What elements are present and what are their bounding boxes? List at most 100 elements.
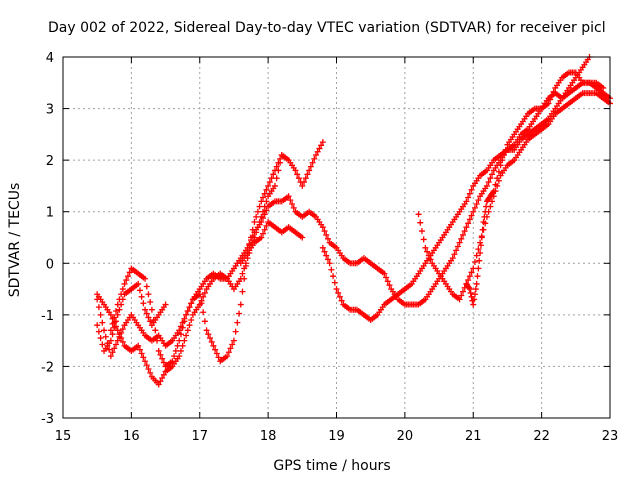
data-point bbox=[119, 286, 126, 293]
data-point bbox=[547, 96, 554, 103]
x-tick-label: 15 bbox=[55, 429, 72, 444]
data-point bbox=[112, 341, 119, 348]
data-point bbox=[157, 378, 164, 385]
data-point bbox=[483, 182, 490, 189]
data-point bbox=[259, 208, 266, 215]
data-point bbox=[145, 366, 152, 373]
data-point bbox=[177, 331, 184, 338]
data-point bbox=[331, 279, 338, 286]
data-point bbox=[473, 280, 480, 287]
data-point bbox=[489, 171, 496, 178]
data-point bbox=[299, 182, 306, 189]
data-point bbox=[468, 269, 475, 276]
data-point bbox=[215, 354, 222, 361]
data-point bbox=[277, 155, 284, 162]
data-point bbox=[422, 244, 429, 251]
data-point bbox=[99, 319, 106, 326]
data-point bbox=[502, 146, 509, 153]
data-point bbox=[176, 327, 183, 334]
data-point bbox=[328, 266, 335, 273]
data-point bbox=[468, 186, 475, 193]
data-point bbox=[294, 171, 301, 178]
data-point bbox=[248, 234, 255, 241]
data-point bbox=[236, 310, 243, 317]
data-point bbox=[425, 252, 432, 259]
data-point bbox=[468, 212, 475, 219]
data-point bbox=[301, 179, 308, 186]
data-point bbox=[208, 338, 215, 345]
data-point bbox=[273, 163, 280, 170]
data-point bbox=[477, 249, 484, 256]
data-point bbox=[449, 255, 456, 262]
series-trace-4 bbox=[107, 151, 285, 370]
data-point bbox=[483, 203, 490, 210]
data-point bbox=[492, 181, 499, 188]
data-point bbox=[150, 317, 157, 324]
data-point bbox=[142, 306, 149, 313]
data-point bbox=[420, 236, 427, 243]
data-point bbox=[475, 197, 482, 204]
data-point bbox=[111, 345, 118, 352]
data-point bbox=[102, 333, 109, 340]
data-point bbox=[427, 256, 434, 263]
data-point bbox=[324, 235, 331, 242]
data-point bbox=[234, 319, 241, 326]
data-point bbox=[241, 275, 248, 282]
data-point bbox=[463, 198, 470, 205]
data-point bbox=[495, 168, 502, 175]
data-point bbox=[259, 194, 266, 201]
y-tick-label: 0 bbox=[46, 257, 54, 272]
data-point bbox=[179, 342, 186, 349]
data-point bbox=[270, 171, 277, 178]
data-point bbox=[451, 251, 458, 258]
data-point bbox=[463, 224, 470, 231]
data-point bbox=[479, 226, 486, 233]
data-point bbox=[207, 335, 214, 342]
y-tick-label: 2 bbox=[46, 154, 54, 169]
x-tick-label: 16 bbox=[123, 429, 140, 444]
data-point bbox=[278, 151, 285, 158]
data-point bbox=[497, 162, 504, 169]
data-point bbox=[201, 318, 208, 325]
data-point bbox=[271, 182, 278, 189]
data-point bbox=[383, 274, 390, 281]
data-point bbox=[249, 226, 256, 233]
data-point bbox=[181, 337, 188, 344]
data-point bbox=[109, 320, 116, 327]
data-point bbox=[465, 277, 472, 284]
data-point bbox=[106, 346, 113, 353]
data-point bbox=[135, 342, 142, 349]
data-point bbox=[114, 311, 121, 318]
data-point bbox=[474, 273, 481, 280]
data-point bbox=[200, 309, 207, 316]
data-point bbox=[485, 179, 492, 186]
data-point bbox=[183, 311, 190, 318]
data-point bbox=[458, 292, 465, 299]
data-point bbox=[295, 175, 302, 182]
data-point bbox=[256, 219, 263, 226]
data-point bbox=[155, 347, 162, 354]
data-point bbox=[205, 331, 212, 338]
data-point bbox=[475, 246, 482, 253]
data-point bbox=[323, 231, 330, 238]
data-point bbox=[265, 182, 272, 189]
data-point bbox=[109, 349, 116, 356]
data-point bbox=[465, 194, 472, 201]
data-point bbox=[124, 273, 131, 280]
data-point bbox=[600, 84, 607, 91]
data-point bbox=[287, 197, 294, 204]
data-point bbox=[230, 337, 237, 344]
data-point bbox=[415, 211, 422, 218]
data-point bbox=[261, 226, 268, 233]
data-point bbox=[487, 175, 494, 182]
x-tick-label: 22 bbox=[533, 429, 550, 444]
y-axis-label: SDTVAR / TECUs bbox=[7, 183, 23, 298]
data-point bbox=[213, 350, 220, 357]
data-point bbox=[118, 291, 125, 298]
data-point bbox=[316, 145, 323, 152]
data-point bbox=[159, 355, 166, 362]
data-point bbox=[263, 222, 270, 229]
data-point bbox=[472, 286, 479, 293]
data-marks bbox=[94, 54, 613, 388]
